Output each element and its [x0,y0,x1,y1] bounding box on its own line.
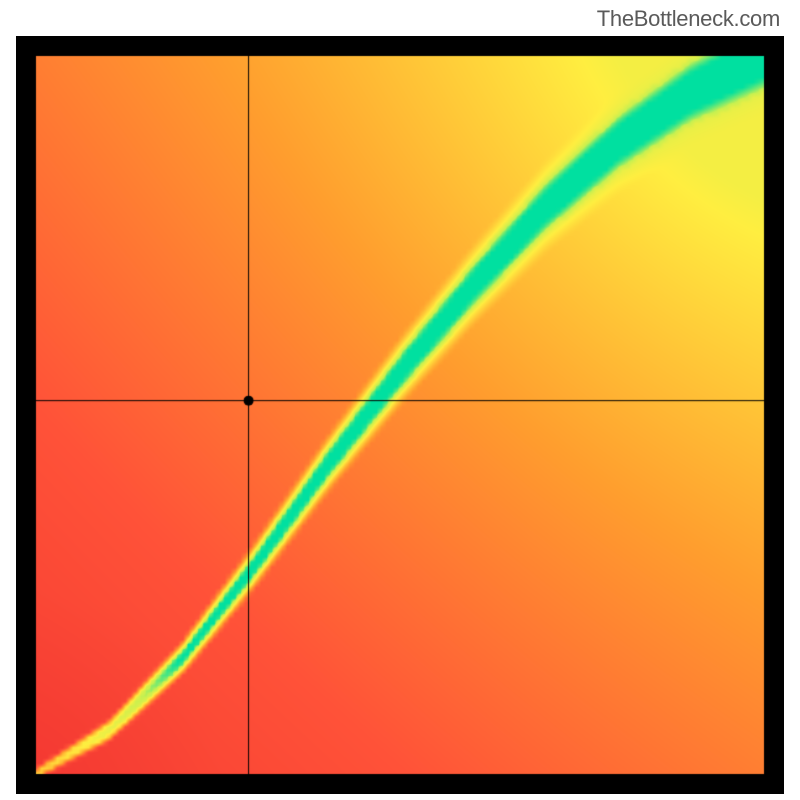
watermark-text: TheBottleneck.com [597,6,780,32]
bottleneck-heatmap [16,36,784,794]
